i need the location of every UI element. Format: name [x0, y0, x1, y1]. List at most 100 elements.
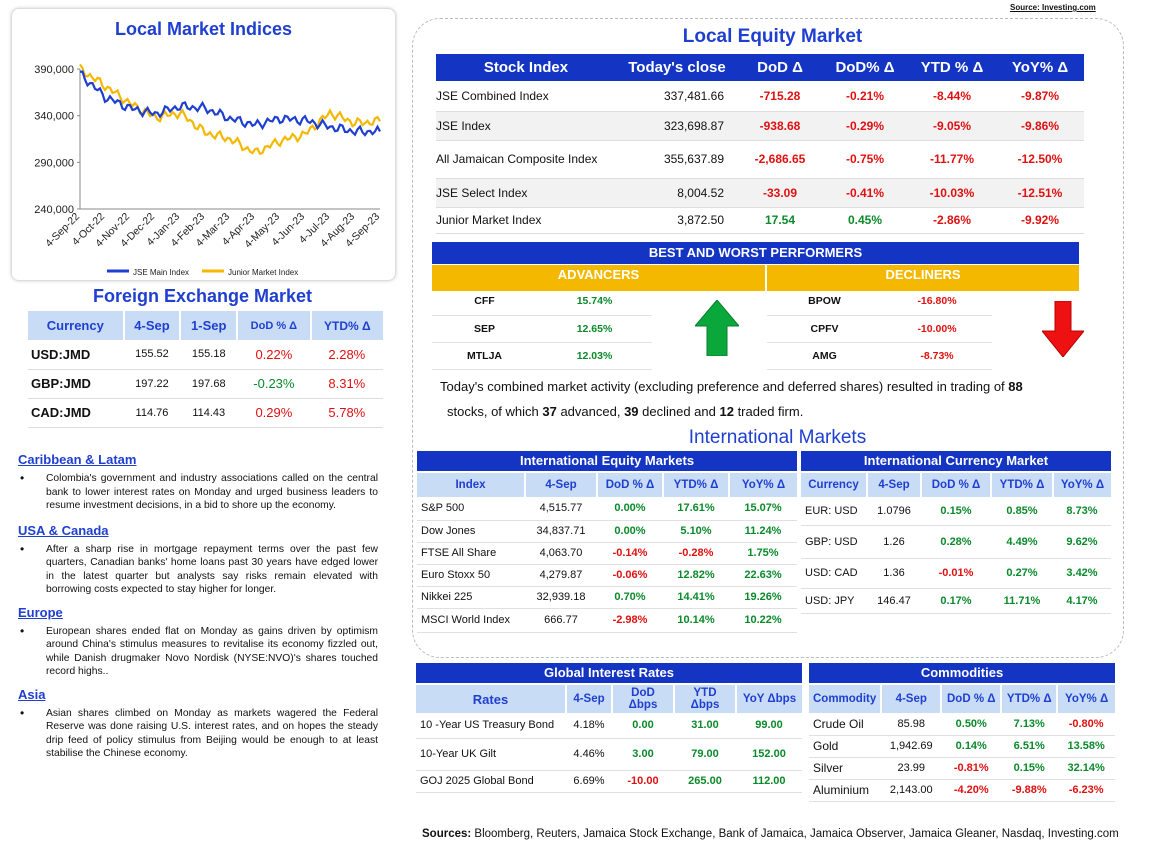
ie-dod: -2.98% — [612, 614, 648, 626]
ifx-yoy: 9.62% — [1066, 535, 1098, 548]
rates-name: GOJ 2025 Global Bond — [420, 775, 534, 787]
news-section: USA & Canada After a sharp rise in mortga… — [18, 523, 378, 597]
fx-header-date2: 1-Sep — [180, 311, 239, 340]
series-line-junior — [79, 63, 381, 156]
equity-ytd: -2.86% — [932, 213, 972, 227]
advancer-symbol: CFF — [432, 288, 537, 316]
local-indices-title: Local Market Indices — [114, 19, 293, 39]
equity-header-ytd: YTD % Δ — [908, 54, 996, 81]
commod-yoy: -0.80% — [1068, 717, 1104, 730]
legend-label: Junior Market Index — [228, 268, 298, 277]
ifx-dod: -0.01% — [938, 567, 974, 579]
ifx-dod: 0.28% — [940, 535, 972, 548]
y-tick-label: 340,000 — [34, 111, 74, 123]
rates-value: 6.69% — [573, 775, 605, 787]
news-body: Asian shares climbed on Monday as market… — [18, 707, 378, 761]
commod-header-name: Commodity — [809, 685, 883, 713]
equity-row: JSE Select Index 8,004.52 -33.09 -0.41% -10.… — [436, 178, 1084, 207]
equity-dodp: -0.29% — [845, 118, 885, 133]
commod-name: Aluminium — [813, 783, 870, 797]
ie-dod: 0.00% — [614, 502, 646, 515]
news-body: Colombia's government and industry assoc… — [18, 472, 378, 513]
legend-label: JSE Main Index — [133, 268, 189, 277]
advancer-pct: 12.65% — [537, 315, 652, 343]
equity-header-dodp: DoD% Δ — [822, 54, 908, 81]
commod-header-dod: DoD % Δ — [941, 685, 1003, 713]
decliner-pct: -16.80% — [882, 288, 992, 316]
rates-header-yoy: YoY Δbps — [736, 685, 802, 713]
summary-total: 88 — [1008, 379, 1023, 394]
ie-value: 4,063.70 — [539, 547, 583, 559]
ie-yoy: 10.22% — [744, 614, 782, 626]
fx-table: Currency 4-Sep 1-Sep DoD % Δ YTD% Δ USD:… — [28, 311, 383, 428]
ie-header-dod: DoD % Δ — [597, 473, 664, 497]
ifx-dod: 0.17% — [940, 594, 972, 607]
equity-close: 3,872.50 — [677, 213, 724, 227]
fx-ytd: 2.28% — [328, 346, 366, 362]
equity-row: All Jamaican Composite Index 355,637.89 -2… — [436, 140, 1084, 178]
fx-dod: -0.23% — [253, 376, 295, 391]
ifx-value: 146.47 — [877, 594, 911, 607]
ifx-ytd: 11.71% — [1003, 594, 1041, 607]
commod-ytd: 0.15% — [1013, 762, 1045, 774]
news-section: Europe European shares ended flat on Mond… — [18, 605, 378, 679]
ifx-name: GBP: USD — [805, 535, 858, 548]
advancer-symbol: MTLJA — [432, 342, 537, 370]
rates-title: Global Interest Rates — [416, 663, 802, 683]
fx-currency: GBP:JMD — [31, 376, 91, 391]
ie-name: S&P 500 — [421, 502, 465, 515]
commod-title: Commodities — [809, 663, 1115, 683]
ie-yoy: 19.26% — [744, 591, 782, 603]
fx-header-date1: 4-Sep — [123, 311, 182, 340]
ie-value: 4,279.87 — [539, 569, 583, 581]
decliner-symbol: AMG — [767, 342, 882, 370]
ie-ytd: 5.10% — [680, 525, 712, 537]
ie-dod: -0.14% — [612, 547, 648, 559]
local-indices-panel: Local Market Indices 390,000 340,000 290,0… — [11, 8, 396, 281]
equity-dodp: -0.75% — [845, 152, 885, 166]
up-arrow-icon — [695, 300, 739, 356]
summary-text-1: Today's combined market activity (exclud… — [440, 379, 1009, 394]
rates-name: 10 -Year US Treasury Bond — [420, 719, 555, 732]
commod-ytd: 7.13% — [1013, 717, 1045, 730]
fx-value-date2: 155.18 — [191, 348, 226, 361]
rates-row: 10 -Year US Treasury Bond 4.18% 0.00 31.00 9… — [416, 713, 802, 738]
rates-table: Global Interest Rates Rates 4-Sep DoD Δb… — [416, 663, 802, 793]
rates-dod: 3.00 — [632, 748, 654, 760]
rates-yoy: 112.00 — [752, 775, 786, 787]
fx-row: USD:JMD 155.52 155.18 0.22% 2.28% — [28, 340, 383, 369]
local-indices-chart: 390,000340,000290,000240,0004-Sep-224-Oc… — [34, 63, 382, 277]
decliner-symbol: CPFV — [767, 315, 882, 343]
summary-text-4: declined and — [638, 404, 720, 419]
rates-header-name: Rates — [416, 685, 567, 713]
commod-header-ytd: YTD% Δ — [1001, 685, 1059, 713]
rates-dod: 0.00 — [632, 719, 654, 732]
fx-title: Foreign Exchange Market — [92, 286, 313, 306]
y-tick-label: 290,000 — [34, 157, 74, 169]
equity-row: Junior Market Index 3,872.50 17.54 0.45% -2.… — [436, 207, 1084, 233]
fx-header-currency: Currency — [28, 311, 125, 340]
commod-row: Gold 1,942.69 0.14% 6.51% 13.58% — [809, 735, 1115, 757]
rates-dod: -10.00 — [627, 775, 659, 787]
fx-header-dod: DoD % Δ — [237, 311, 312, 340]
decliner-row: BPOW -16.80% — [767, 288, 992, 316]
summary-text-2: stocks, of which — [447, 404, 543, 419]
news-body: European shares ended flat on Monday as … — [18, 625, 378, 679]
news-body: After a sharp rise in mortgage repayment… — [18, 543, 378, 597]
commod-header-yoy: YoY% Δ — [1057, 685, 1115, 713]
advancer-pct: 15.74% — [537, 288, 652, 316]
y-tick-label: 240,000 — [34, 204, 74, 216]
advancer-symbol: SEP — [432, 315, 537, 343]
sources-footer: Sources: Bloomberg, Reuters, Jamaica Sto… — [422, 828, 1142, 840]
equity-yoy: -12.50% — [1017, 152, 1063, 166]
rates-header-ytd: YTD Δbps — [674, 685, 737, 713]
rates-value: 4.18% — [573, 719, 605, 732]
ifx-row: GBP: USD 1.26 0.28% 4.49% 9.62% — [801, 525, 1111, 558]
commod-dod: 0.14% — [955, 740, 987, 752]
ie-ytd: 12.82% — [677, 569, 715, 581]
commod-row: Crude Oil 85.98 0.50% 7.13% -0.80% — [809, 713, 1115, 735]
equity-index-name: JSE Select Index — [436, 185, 528, 200]
equity-dod: -2,686.65 — [754, 152, 806, 166]
rates-ytd: 265.00 — [688, 775, 722, 787]
rates-yoy: 152.00 — [752, 748, 786, 760]
